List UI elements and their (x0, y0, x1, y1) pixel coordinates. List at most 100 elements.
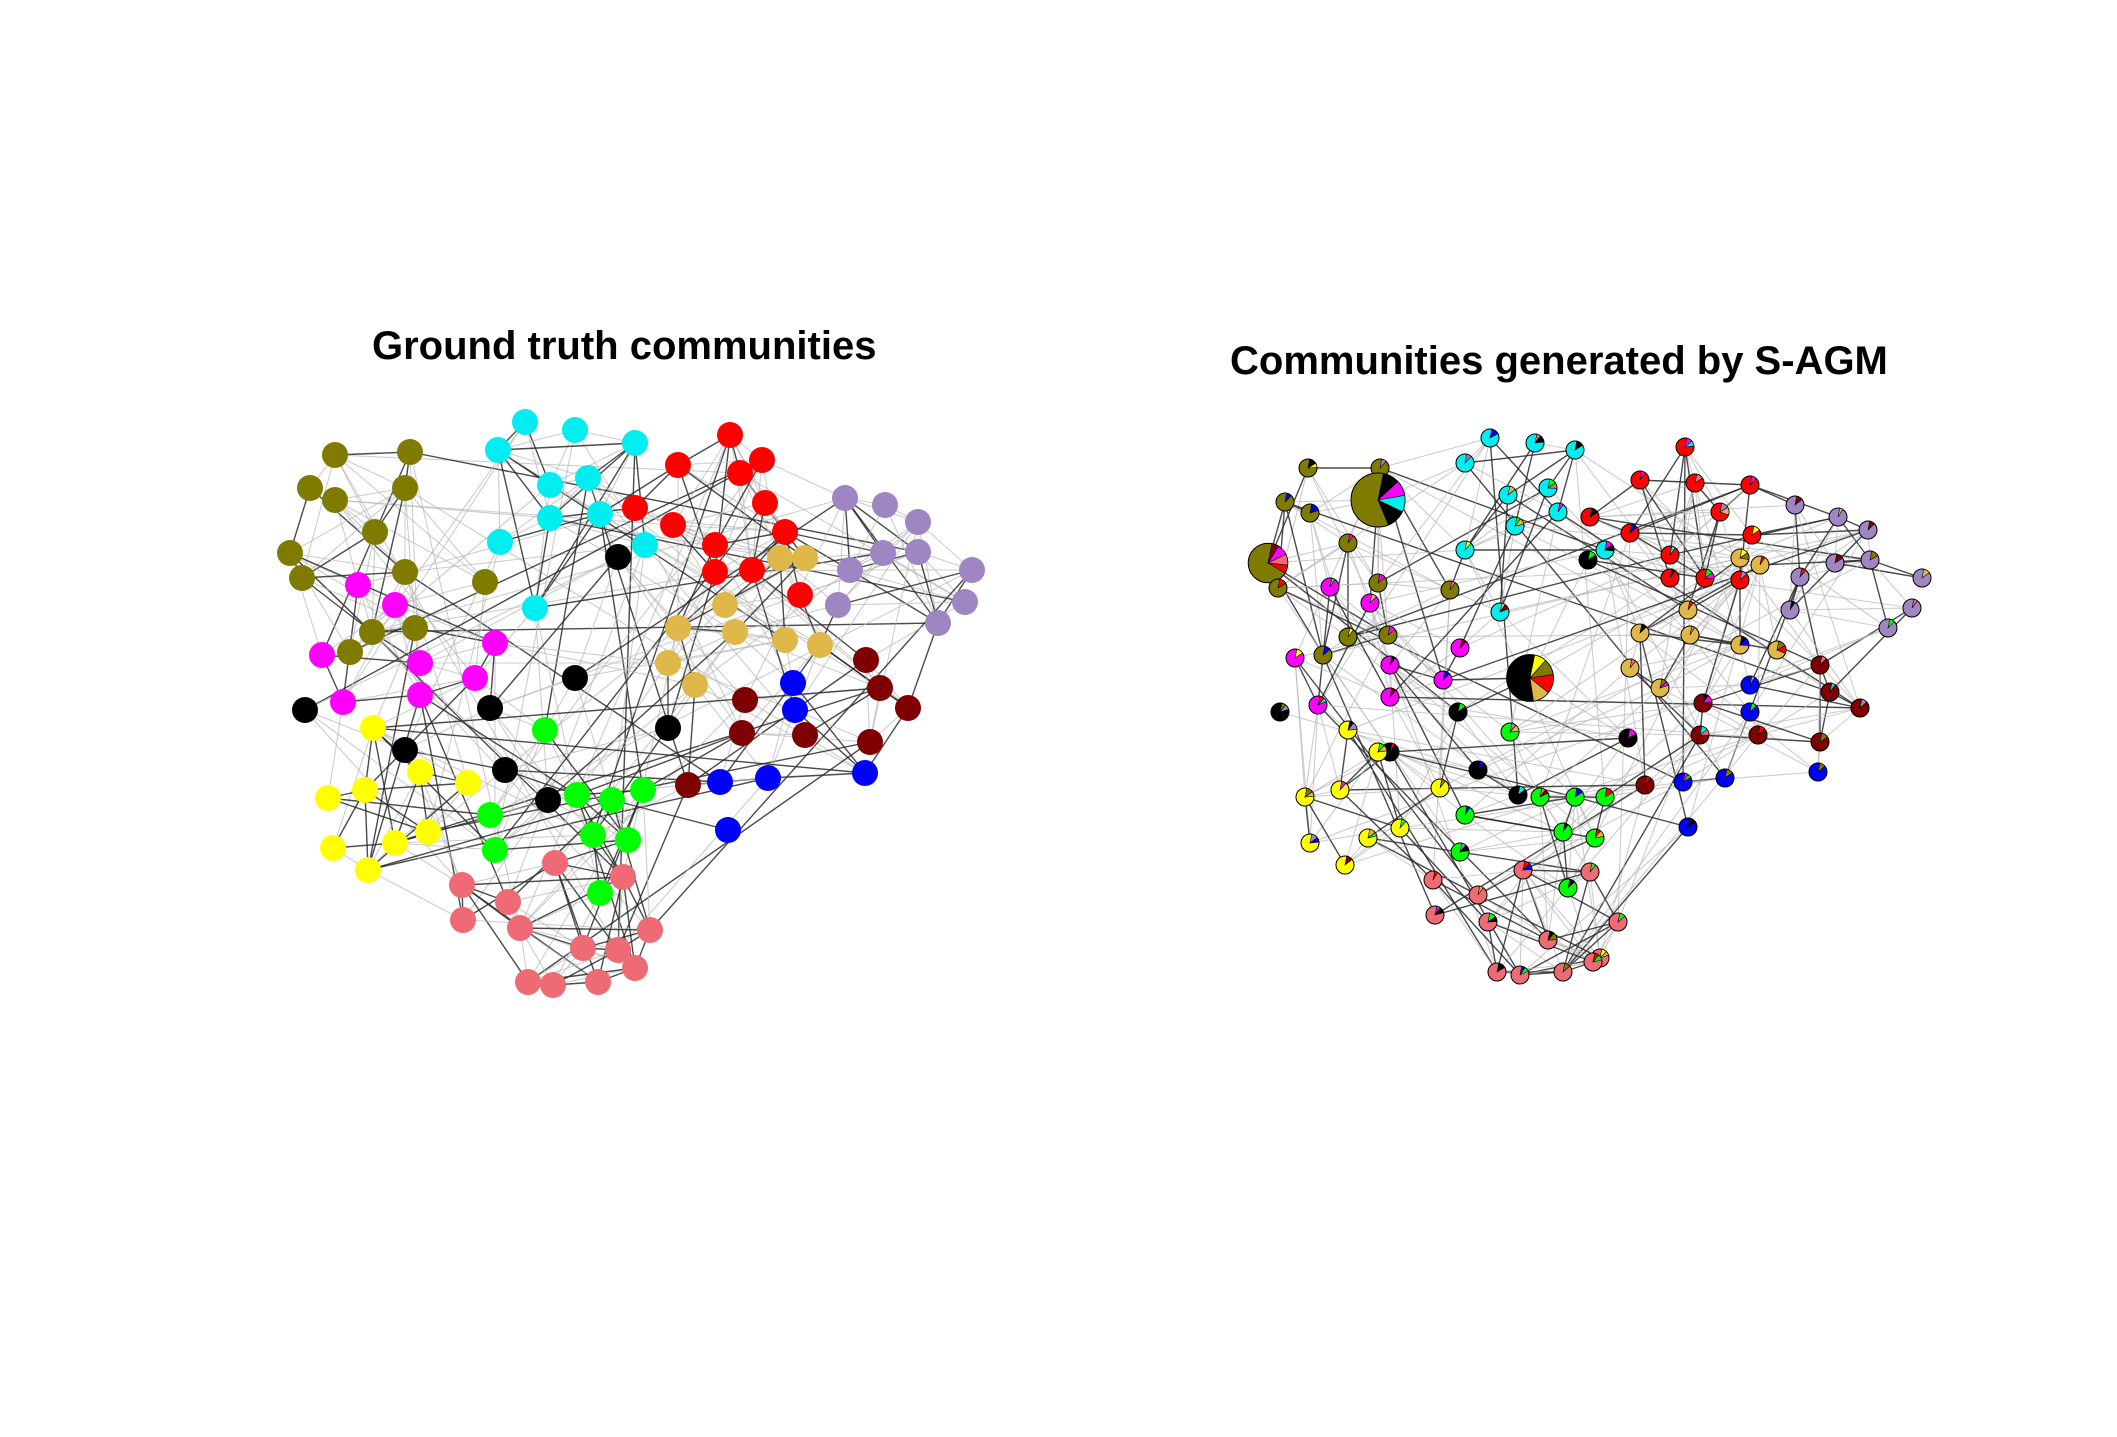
pie-node-yellow (1295, 787, 1315, 807)
pie-node-tan (1767, 640, 1787, 660)
graph-node-salmon (540, 972, 566, 998)
graph-node-olive (359, 619, 385, 645)
graph-node-green (615, 827, 641, 853)
graph-edge (1347, 579, 1741, 731)
graph-edge (794, 709, 871, 743)
graph-node-olive (392, 475, 418, 501)
graph-node-maroon (867, 675, 893, 701)
graph-edge (672, 524, 786, 533)
graph-edge (1739, 557, 1821, 666)
graph-edge (1589, 482, 1696, 518)
graph-node-black (562, 665, 588, 691)
graph-edge (1659, 644, 1741, 689)
graph-edge (1522, 869, 1594, 963)
graph-edge (1389, 737, 1629, 753)
graph-edge (1522, 837, 1596, 871)
graph-node-cyan (575, 465, 601, 491)
s-agm-nodes (1247, 428, 1932, 985)
graph-node-blue (715, 817, 741, 843)
pie-node-red (1675, 437, 1695, 457)
pie-node-maroon (1810, 732, 1830, 752)
graph-edge (394, 842, 496, 851)
graph-node-olive (297, 475, 323, 501)
graph-edge (844, 497, 919, 553)
graph-edge (342, 421, 526, 703)
graph-edge (1567, 796, 1576, 889)
pie-node-lavender (1790, 567, 1810, 587)
pie-node-olive (1247, 542, 1289, 584)
pie-node-olive (1268, 578, 1288, 598)
graph-node-lavender (952, 589, 978, 615)
pie-node-green (1585, 828, 1605, 848)
graph-node-cyan (622, 430, 648, 456)
graph-edge (372, 727, 396, 844)
graph-node-salmon (585, 969, 611, 995)
graph-edge (342, 604, 396, 703)
graph-node-yellow (355, 857, 381, 883)
graph-edge (364, 677, 476, 791)
pie-node-blue (1678, 817, 1698, 837)
graph-edge (327, 701, 344, 799)
graph-edge (1277, 564, 1761, 589)
graph-node-magenta (407, 650, 433, 676)
graph-edge (617, 556, 743, 734)
graph-node-maroon (853, 647, 879, 673)
graph-edge (1604, 734, 1701, 798)
graph-node-red (787, 582, 813, 608)
graph-edge (1684, 446, 1753, 536)
graph-edge (334, 499, 373, 633)
graph-edge (1439, 787, 1519, 796)
graph-edge (574, 556, 619, 679)
pie-node-red (1740, 475, 1760, 495)
graph-edge (1509, 644, 1741, 733)
graph-node-salmon (495, 889, 521, 915)
graph-edge (1794, 504, 1861, 709)
graph-edge (372, 627, 416, 729)
graph-edge (599, 464, 679, 515)
graph-edge (489, 707, 549, 801)
ground-truth-network (277, 409, 985, 998)
graph-node-green (564, 782, 590, 808)
pie-node-olive (1313, 645, 1333, 665)
graph-edge (1562, 826, 1689, 973)
graph-edge (1329, 586, 1391, 698)
graph-edge (1459, 837, 1596, 853)
pie-node-magenta (1450, 638, 1470, 658)
graph-edge (1669, 446, 1686, 556)
graph-node-cyan (562, 417, 588, 443)
graph-edge (534, 607, 549, 801)
pie-node-salmon (1425, 905, 1445, 925)
pie-node-red (1620, 523, 1640, 543)
graph-edge (1339, 729, 1349, 791)
graph-node-yellow (315, 785, 341, 811)
graph-edge (1496, 869, 1524, 973)
graph-node-cyan (537, 505, 563, 531)
graph-edge (667, 571, 716, 664)
pie-node-blue (1715, 768, 1735, 788)
pie-node-lavender (1902, 598, 1922, 618)
graph-edge (1819, 664, 1861, 709)
graph-edge (1389, 664, 1466, 816)
pie-node-lavender (1780, 600, 1800, 620)
graph-edge (1464, 494, 1509, 551)
graph-edge (1522, 869, 1591, 873)
graph-edge (794, 521, 919, 711)
graph-edge (494, 729, 546, 851)
pie-node-black (1506, 654, 1554, 702)
graph-edge (497, 442, 636, 451)
graph-edge (1869, 559, 1889, 629)
graph-edge (1574, 449, 1606, 798)
graph-edge (1759, 564, 1778, 651)
pie-node-blue (1740, 675, 1760, 695)
graph-edge (1267, 562, 1389, 636)
graph-edge (672, 502, 766, 526)
graph-edge (1369, 602, 1391, 698)
graph-edge (1369, 602, 1444, 681)
graph-edge (634, 442, 646, 546)
graph-edge (1589, 479, 1641, 518)
graph-node-magenta (330, 689, 356, 715)
graph-node-olive (322, 442, 348, 468)
pie-node-magenta (1320, 577, 1340, 597)
graph-edge (1702, 702, 1759, 736)
graph-edge (1629, 511, 1721, 534)
